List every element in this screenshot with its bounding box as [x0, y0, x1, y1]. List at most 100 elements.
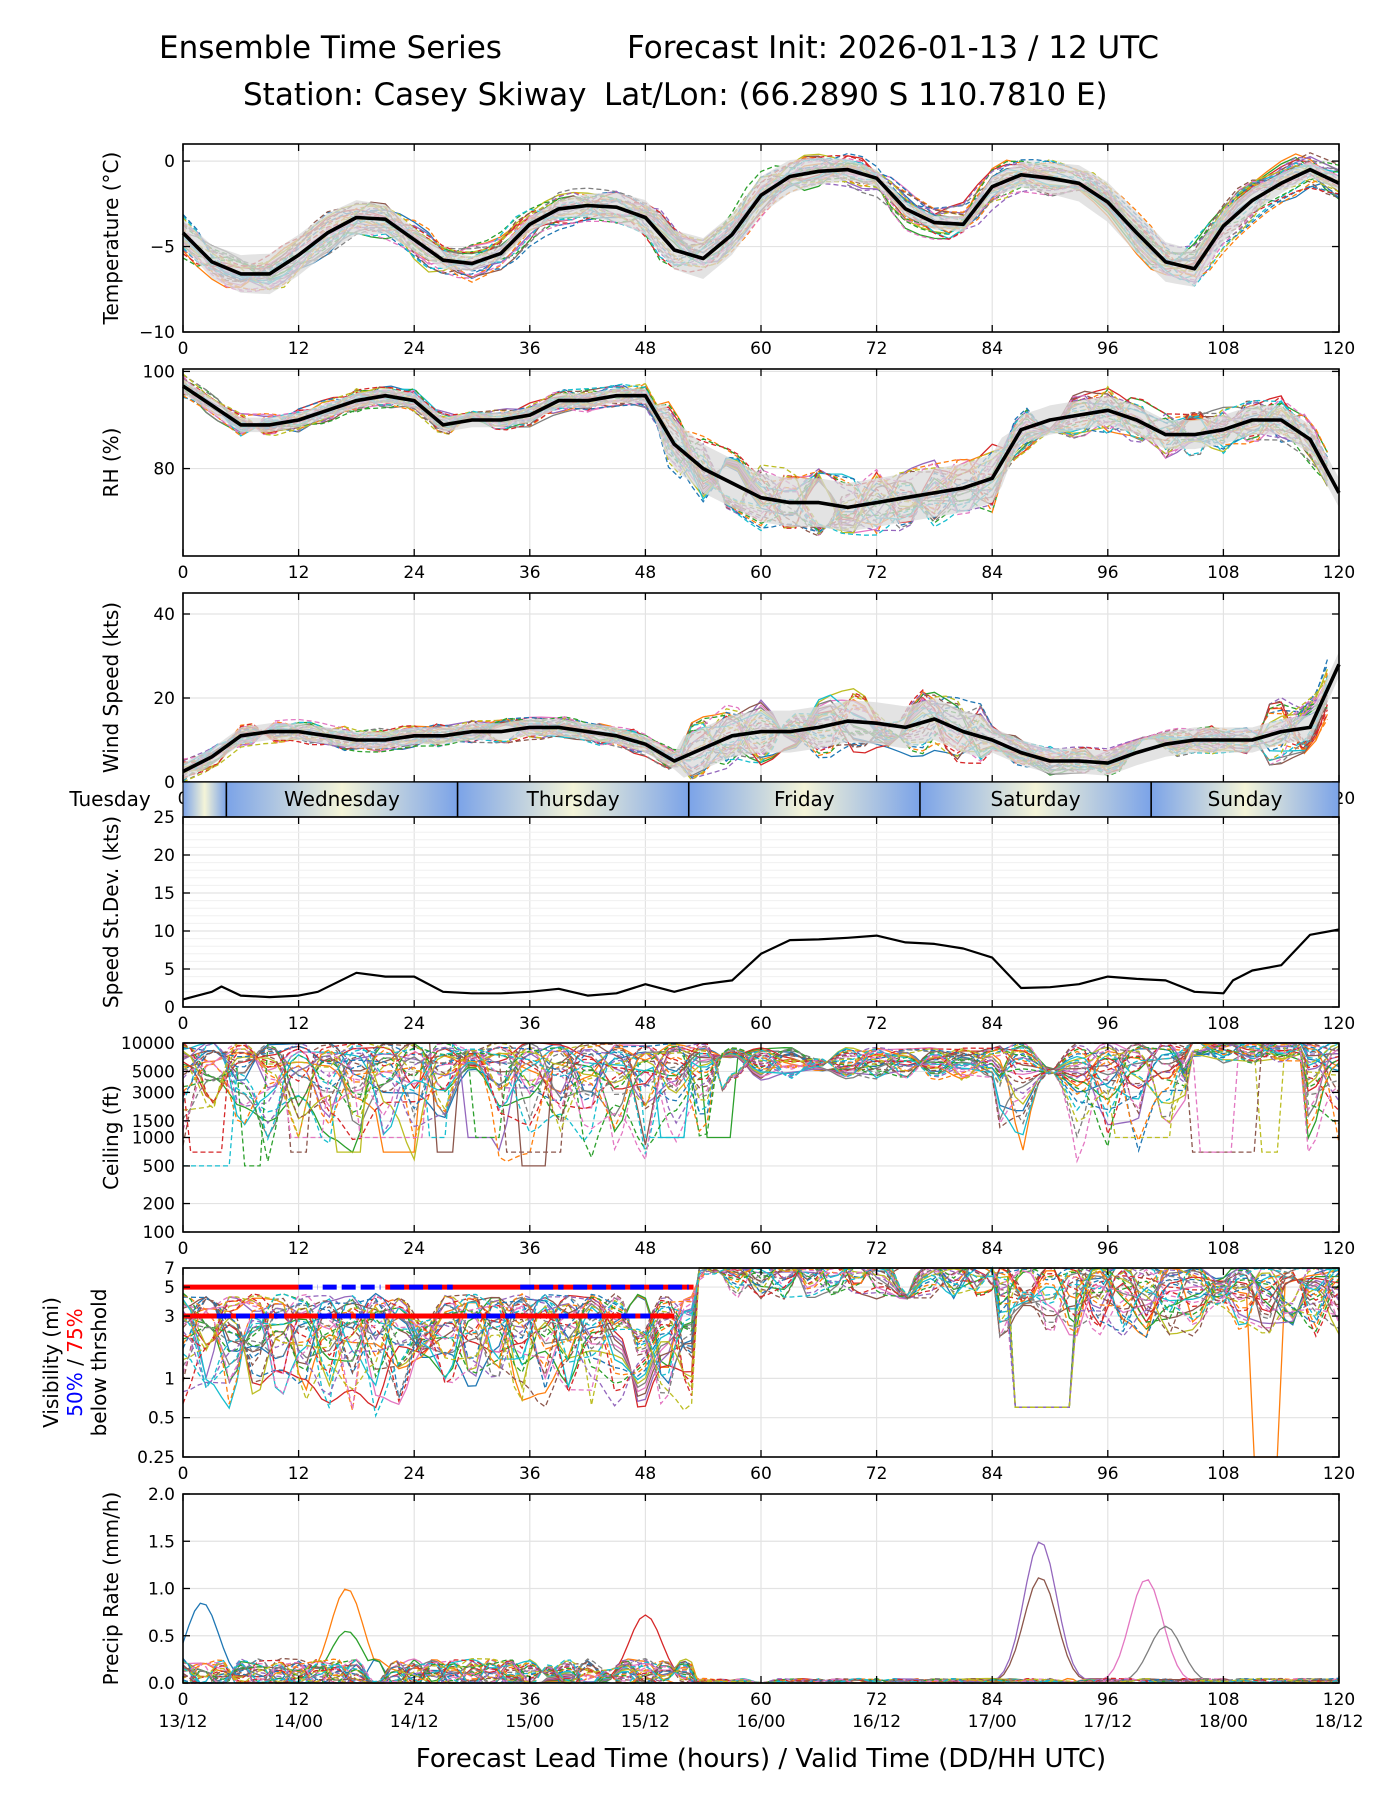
precip-ytick-label: 2.0	[148, 1485, 175, 1505]
visibility-member-line	[182, 1267, 1340, 1408]
visibility-threshold-legend: 50% / 75%	[63, 1308, 87, 1416]
temperature-ytick-label: −10	[139, 323, 175, 343]
precip-valid-time-label: 17/12	[1083, 1712, 1132, 1732]
day-bar-segment	[919, 782, 1152, 817]
stdev-ytick-label: 15	[153, 884, 175, 904]
stdev-xtick-label: 0	[178, 1014, 189, 1034]
rh-xtick-label: 96	[1097, 563, 1119, 583]
stdev-ytick-label: 10	[153, 922, 175, 942]
precip-xtick-label: 12	[288, 1690, 310, 1710]
ceiling-member-line	[182, 1042, 1340, 1162]
temperature-xtick-label: 12	[288, 339, 310, 359]
rh-xtick-label: 60	[750, 563, 772, 583]
precip-valid-time-label: 18/12	[1315, 1712, 1364, 1732]
wind-member-line	[182, 702, 1328, 775]
visibility-member-line	[182, 1267, 1340, 1408]
day-bar-segment	[226, 782, 458, 817]
precip-xtick-label: 72	[866, 1690, 888, 1710]
temperature-xtick-label: 96	[1097, 339, 1119, 359]
visibility-ytick-label: 7	[164, 1259, 175, 1279]
precip-valid-time-label: 13/12	[159, 1712, 208, 1732]
stdev-xtick-label: 84	[981, 1014, 1003, 1034]
rh-xtick-label: 72	[866, 563, 888, 583]
ceiling-xtick-label: 48	[635, 1239, 657, 1259]
stdev-xtick-label: 36	[519, 1014, 541, 1034]
visibility-xtick-label: 36	[519, 1464, 541, 1484]
wind-ylabel: Wind Speed (kts)	[99, 602, 123, 773]
visibility-ytick-label: 0.5	[148, 1409, 175, 1429]
temperature-spread-band	[183, 157, 1339, 295]
temperature-ytick-label: −5	[150, 238, 175, 258]
legend-75pct: 75%	[63, 1308, 87, 1352]
ceiling-member-line	[182, 1042, 1340, 1135]
visibility-member-line	[182, 1267, 1339, 1412]
precip-valid-time-label: 14/12	[390, 1712, 439, 1732]
temperature-ensemble-mean-line	[181, 167, 1340, 276]
temperature-xtick-label: 84	[981, 339, 1003, 359]
rh-xtick-label: 36	[519, 563, 541, 583]
day-label-sunday: Sunday	[1208, 787, 1283, 811]
ceiling-ytick-label: 500	[143, 1157, 175, 1177]
precip-valid-time-label: 16/12	[852, 1712, 901, 1732]
visibility-threshold-caption: below thrshold	[87, 1289, 111, 1437]
legend-sep: /	[63, 1353, 87, 1372]
visibility-member-line	[182, 1267, 1340, 1411]
wind-spread-band	[183, 651, 1339, 780]
x-axis-label: Forecast Lead Time (hours) / Valid Time …	[416, 1744, 1106, 1774]
rh-ylabel: RH (%)	[99, 428, 123, 498]
day-label-friday: Friday	[774, 787, 835, 811]
precip-xtick-label: 0	[178, 1690, 189, 1710]
ceiling-xtick-label: 72	[866, 1239, 888, 1259]
visibility-xtick-label: 96	[1097, 1464, 1119, 1484]
stdev-ytick-label: 20	[153, 846, 175, 866]
precip-xtick-label: 60	[750, 1690, 772, 1710]
visibility-xtick-label: 60	[750, 1464, 772, 1484]
temperature-ytick-label: 0	[164, 152, 175, 172]
stdev-xtick-label: 96	[1097, 1014, 1119, 1034]
precip-xtick-label: 96	[1097, 1690, 1119, 1710]
precip-xtick-label: 120	[1323, 1690, 1355, 1710]
wind-ytick-label: 0	[164, 773, 175, 793]
visibility-xtick-label: 120	[1323, 1464, 1355, 1484]
ceiling-xtick-label: 24	[403, 1239, 425, 1259]
legend-50pct: 50%	[63, 1372, 87, 1416]
temperature-xtick-label: 108	[1207, 339, 1239, 359]
ceiling-member-line	[182, 1042, 1340, 1143]
precip-ytick-label: 0.0	[148, 1674, 175, 1694]
visibility-xtick-label: 48	[635, 1464, 657, 1484]
visibility-ytick-label: 5	[164, 1278, 175, 1298]
station-label: Station: Casey Skiway	[243, 77, 587, 113]
temperature-xtick-label: 72	[866, 339, 888, 359]
ceiling-member-line	[182, 1042, 1340, 1154]
precip-ytick-label: 1.5	[148, 1532, 175, 1552]
rh-xtick-label: 24	[403, 563, 425, 583]
ceiling-member-line	[182, 1044, 1340, 1167]
title-right: Forecast Init: 2026-01-13 / 12 UTC	[627, 30, 1159, 66]
precip-xtick-label: 84	[981, 1690, 1003, 1710]
ceiling-member-line	[182, 1042, 1340, 1115]
visibility-member-line	[182, 1267, 1340, 1408]
precip-valid-time-label: 15/00	[505, 1712, 554, 1732]
stdev-xtick-label: 120	[1323, 1014, 1355, 1034]
stdev-xtick-label: 108	[1207, 1014, 1239, 1034]
ceiling-member-line	[182, 1042, 1340, 1139]
day-label-tuesday: Tuesday	[68, 787, 151, 811]
precip-valid-time-label: 15/12	[621, 1712, 670, 1732]
precip-valid-time-label: 17/00	[968, 1712, 1017, 1732]
stdev-xtick-label: 48	[635, 1014, 657, 1034]
rh-xtick-label: 120	[1323, 563, 1355, 583]
precip-xtick-label: 24	[403, 1690, 425, 1710]
precip-xtick-label: 36	[519, 1690, 541, 1710]
temperature-xtick-label: 24	[403, 339, 425, 359]
stdev-xtick-label: 60	[750, 1014, 772, 1034]
stdev-xtick-label: 24	[403, 1014, 425, 1034]
stdev-xtick-label: 72	[866, 1014, 888, 1034]
rh-xtick-label: 84	[981, 563, 1003, 583]
ceiling-xtick-label: 0	[178, 1239, 189, 1259]
ceiling-ytick-label: 200	[143, 1195, 175, 1215]
precip-valid-time-label: 18/00	[1199, 1712, 1248, 1732]
day-bar-segment	[1151, 782, 1339, 817]
visibility-member-line	[182, 1267, 1340, 1397]
stdev-ytick-label: 25	[153, 808, 175, 828]
visibility-member-line	[182, 1267, 1340, 1377]
